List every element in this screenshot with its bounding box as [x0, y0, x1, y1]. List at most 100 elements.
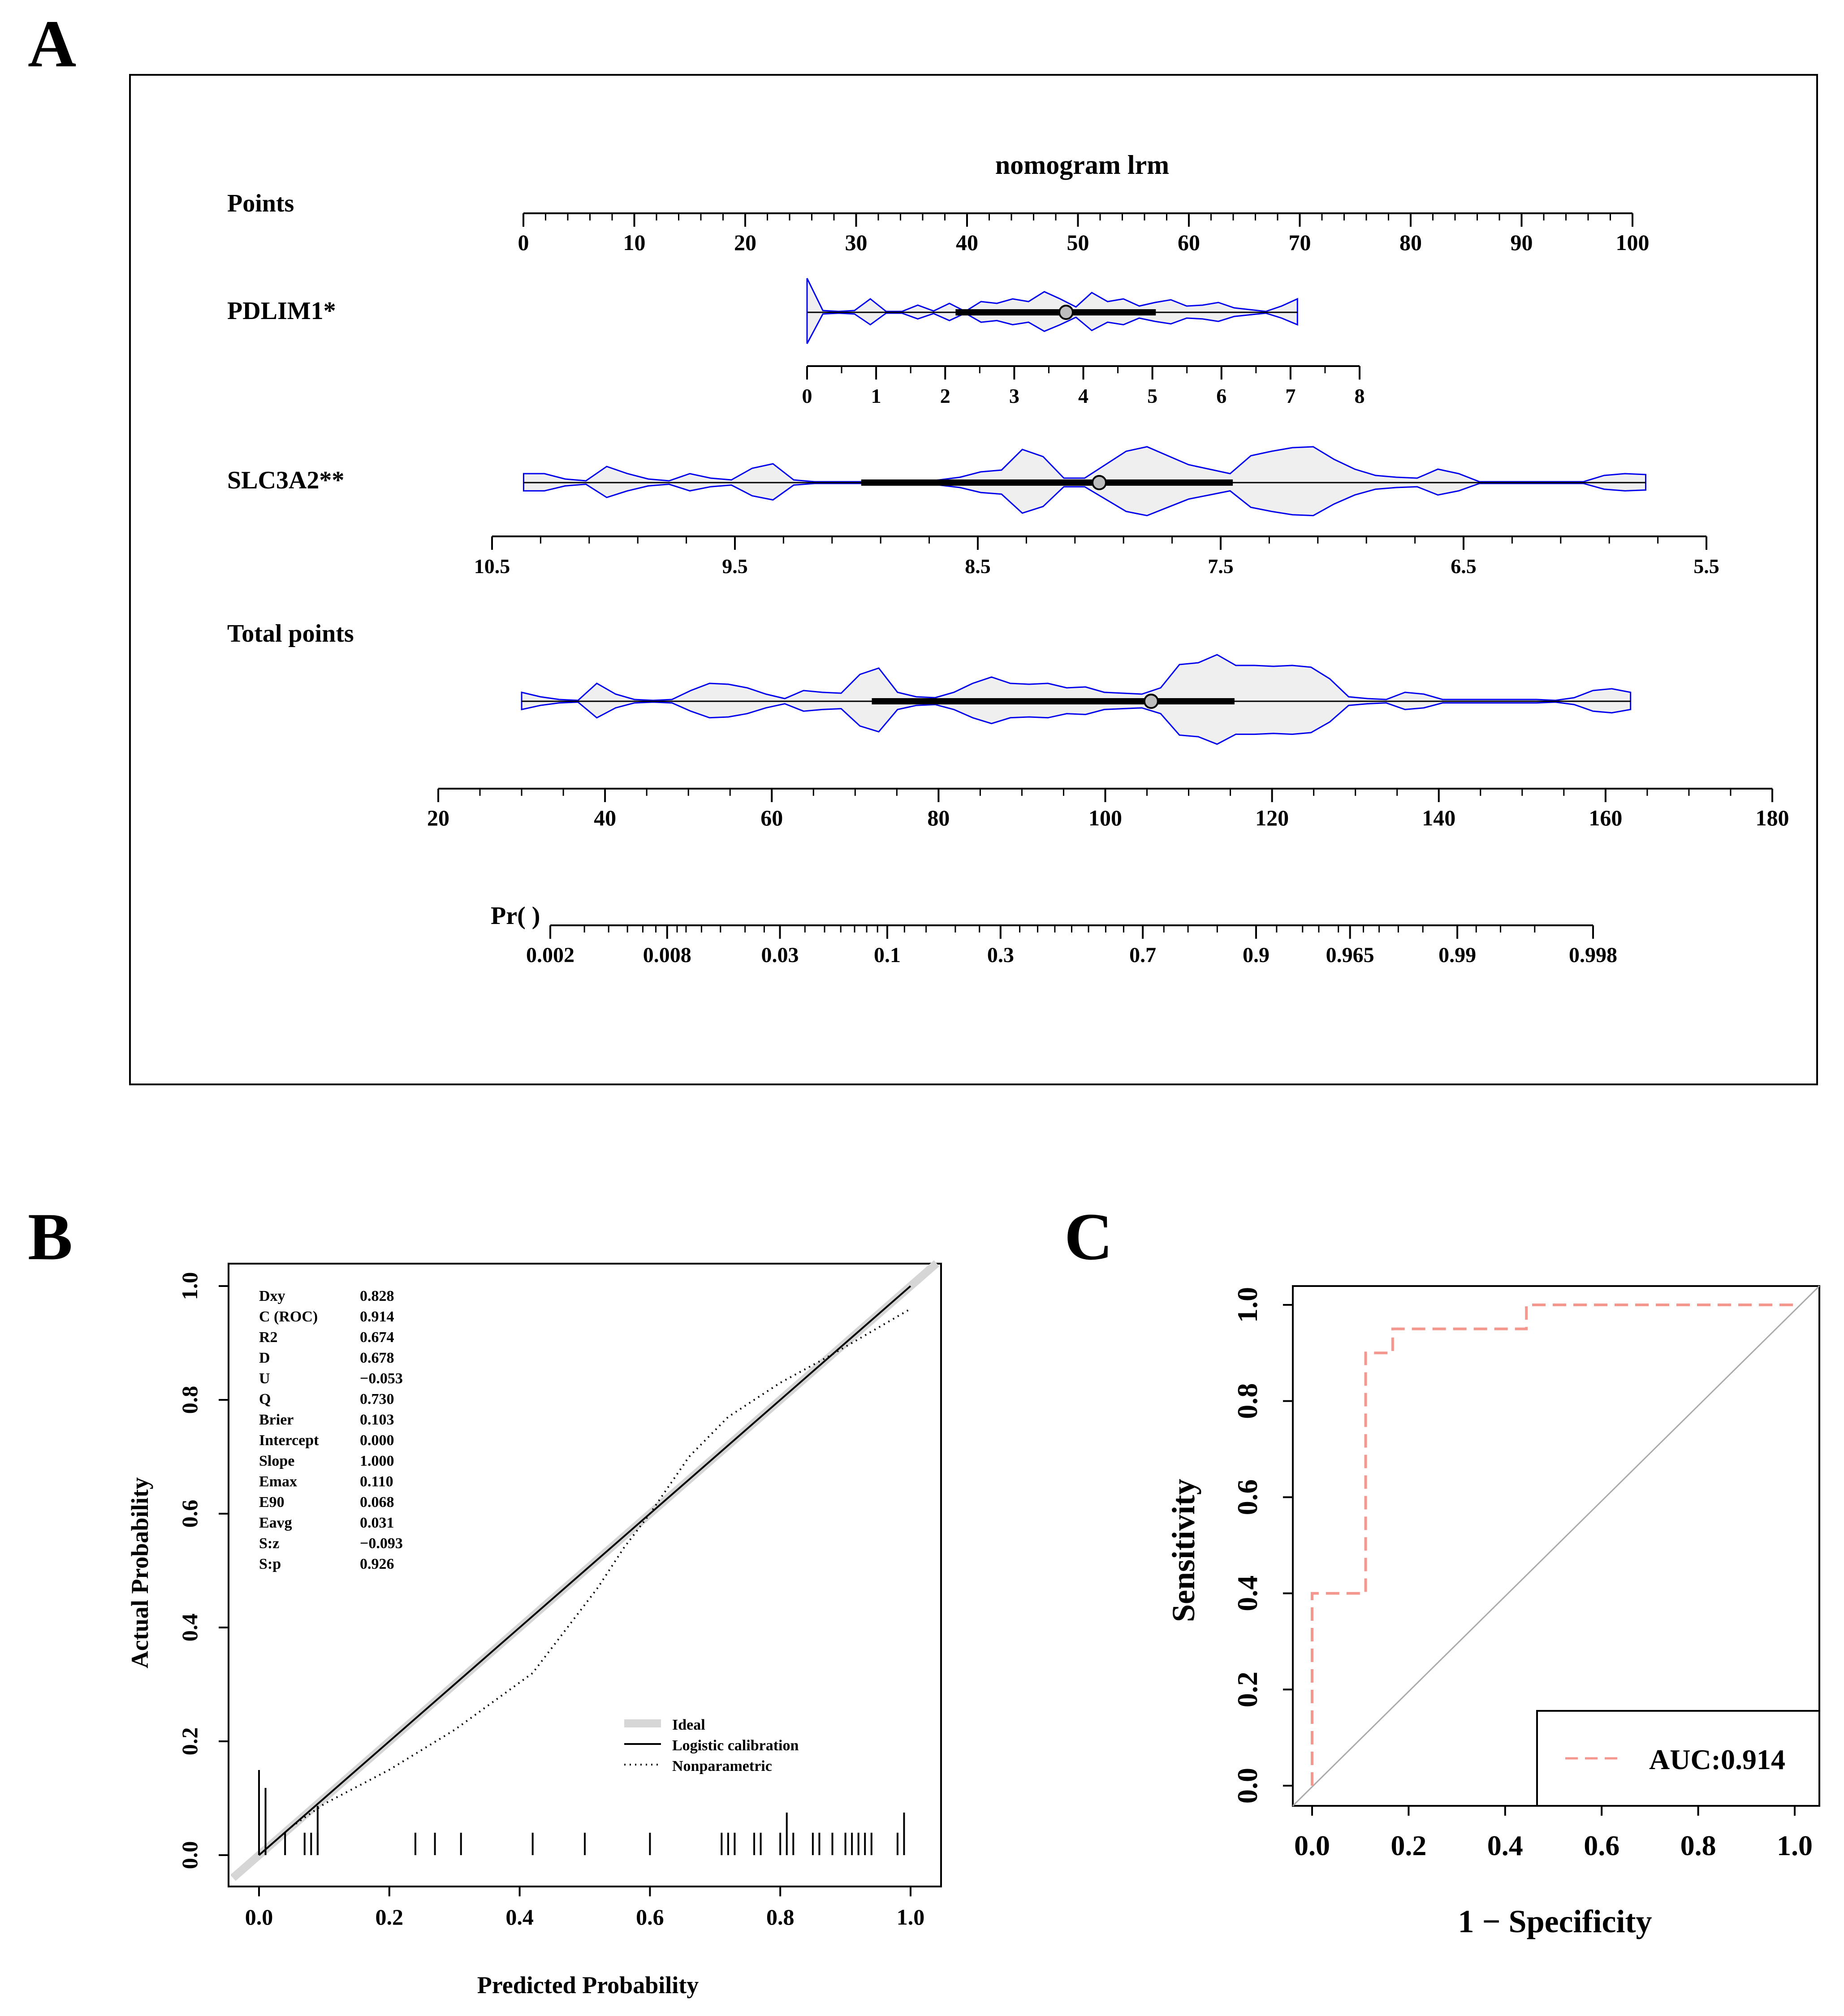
- legend-logistic-label: Logistic calibration: [672, 1737, 799, 1754]
- tick-label: 0.99: [1438, 943, 1476, 967]
- y-tick-label: 0.4: [1231, 1576, 1263, 1611]
- tick-label: 0.03: [761, 943, 799, 967]
- calibration-xlabel: Predicted Probability: [477, 1972, 699, 1999]
- stat-name: S:z: [259, 1535, 279, 1552]
- tick-label: 0.3: [987, 943, 1014, 967]
- tick-label: 0.965: [1326, 943, 1374, 967]
- y-tick-label: 0.8: [1231, 1383, 1263, 1419]
- y-tick-label: 1.0: [177, 1272, 202, 1300]
- y-tick-label: 0.6: [1231, 1479, 1263, 1515]
- tick-label: 40: [594, 805, 616, 830]
- tick-label: 2: [940, 384, 950, 407]
- x-tick-label: 0.6: [1584, 1830, 1619, 1861]
- tick-label: 8.5: [965, 555, 991, 578]
- roc-ylabel: Sensitivity: [1166, 1479, 1201, 1622]
- tick-label: 10: [623, 230, 646, 255]
- stat-name: Eavg: [259, 1515, 292, 1531]
- tick-label: 1: [871, 384, 881, 407]
- panel-label-b: B: [28, 1200, 73, 1274]
- roc-panel: 1 − Specificity Sensitivity 0.0 0.2 0.4 0.6…: [1166, 1285, 1820, 1939]
- x-tick-label: 0.2: [1391, 1830, 1426, 1861]
- panel-label-c: C: [1064, 1200, 1113, 1274]
- tick-label: 7.5: [1208, 555, 1234, 578]
- logistic-calibration-line: [258, 1285, 911, 1856]
- stat-name: Intercept: [259, 1432, 319, 1449]
- tick-label: 9.5: [722, 555, 748, 578]
- y-tick-label: 1.0: [1231, 1287, 1263, 1323]
- tick-label: 100: [1616, 230, 1650, 255]
- row-label-pdlim1: PDLIM1*: [227, 297, 336, 325]
- stat-value: 0.031: [360, 1515, 394, 1531]
- tick-label: 120: [1255, 805, 1289, 830]
- x-tick-label: 1.0: [1777, 1830, 1813, 1861]
- stat-name: U: [259, 1370, 270, 1387]
- nomogram-panel: nomogram lrm Points PDLIM1* SLC3A2** Tot…: [129, 74, 1818, 1085]
- calibration-marks: 0.0 0.2 0.4 0.6 0.8 1.0 0.0 0.2 0.4 0.6 0.8 1.0 Dxy 0…: [177, 1260, 940, 1930]
- tick-label: 0.002: [526, 943, 574, 967]
- tick-label: 0.9: [1243, 943, 1270, 967]
- stat-value: 0.674: [360, 1329, 394, 1346]
- tick-label: 5.5: [1693, 555, 1719, 578]
- y-tick-label: 0.2: [177, 1727, 202, 1756]
- tick-label: 8: [1355, 384, 1365, 407]
- tick-label: 30: [845, 230, 868, 255]
- stat-value: 1.000: [360, 1453, 394, 1469]
- x-tick-label: 0.2: [376, 1904, 404, 1930]
- nomogram-marks: 0 10 20 30 40 50 60 70 80 90 100 0 1 2 3 4 5 6 7 8 10.5 9.5 8.…: [427, 212, 1789, 967]
- calibration-panel: Predicted Probability Actual Probability…: [126, 1260, 942, 1999]
- roc-legend-label: AUC:0.914: [1649, 1744, 1785, 1775]
- roc-legend-box: [1536, 1710, 1820, 1807]
- y-tick-label: 0.6: [177, 1500, 202, 1528]
- nomogram-frame: [129, 74, 1818, 1085]
- roc-xlabel: 1 − Specificity: [1458, 1904, 1652, 1939]
- stat-value: 0.914: [360, 1308, 394, 1325]
- tick-label: 60: [1178, 230, 1200, 255]
- tick-label: 20: [427, 805, 449, 830]
- stat-value: 0.000: [360, 1432, 394, 1449]
- row-label-total-points: Total points: [227, 620, 354, 648]
- stat-name: C (ROC): [259, 1308, 318, 1325]
- x-tick-label: 1.0: [897, 1904, 925, 1930]
- stat-name: D: [259, 1350, 270, 1366]
- x-tick-label: 0.4: [505, 1904, 534, 1930]
- tick-label: 0.008: [643, 943, 691, 967]
- stat-value: 0.103: [360, 1412, 394, 1428]
- x-tick-label: 0.4: [1487, 1830, 1523, 1861]
- stat-value: −0.093: [360, 1535, 403, 1552]
- x-tick-label: 0.0: [245, 1904, 273, 1930]
- tick-label: 70: [1289, 230, 1311, 255]
- y-tick-label: 0.8: [177, 1386, 202, 1414]
- tick-label: 140: [1422, 805, 1455, 830]
- tick-label: 90: [1511, 230, 1533, 255]
- tick-label: 100: [1088, 805, 1122, 830]
- stat-value: 0.926: [360, 1556, 394, 1572]
- row-label-slc3a2: SLC3A2**: [227, 466, 344, 494]
- stat-name: Q: [259, 1391, 271, 1407]
- legend-nonparametric-label: Nonparametric: [672, 1758, 772, 1774]
- stat-name: E90: [259, 1494, 285, 1511]
- legend-ideal-label: Ideal: [672, 1717, 705, 1733]
- tick-label: 50: [1067, 230, 1089, 255]
- x-tick-label: 0.8: [766, 1904, 795, 1930]
- roc-curve: [1311, 1304, 1795, 1786]
- tick-label: 40: [956, 230, 978, 255]
- tick-label: 0.998: [1569, 943, 1617, 967]
- tick-label: 6.5: [1451, 555, 1477, 578]
- stat-value: 0.730: [360, 1391, 394, 1407]
- tick-label: 4: [1078, 384, 1088, 407]
- tick-label: 0: [518, 230, 529, 255]
- violin-median-point-1: [1058, 305, 1074, 320]
- violin-median-point-2: [1092, 475, 1107, 490]
- stat-name: Dxy: [259, 1288, 285, 1304]
- stat-name: Emax: [259, 1473, 297, 1490]
- y-tick-label: 0.2: [1231, 1671, 1263, 1707]
- tick-label: 0: [802, 384, 812, 407]
- tick-label: 180: [1756, 805, 1789, 830]
- y-tick-label: 0.0: [177, 1841, 202, 1869]
- stat-value: 0.678: [360, 1350, 394, 1366]
- row-label-probability: Pr( ): [491, 902, 540, 930]
- stat-name: Slope: [259, 1453, 294, 1469]
- chance-diagonal-line: [1292, 1285, 1820, 1807]
- tick-label: 80: [927, 805, 950, 830]
